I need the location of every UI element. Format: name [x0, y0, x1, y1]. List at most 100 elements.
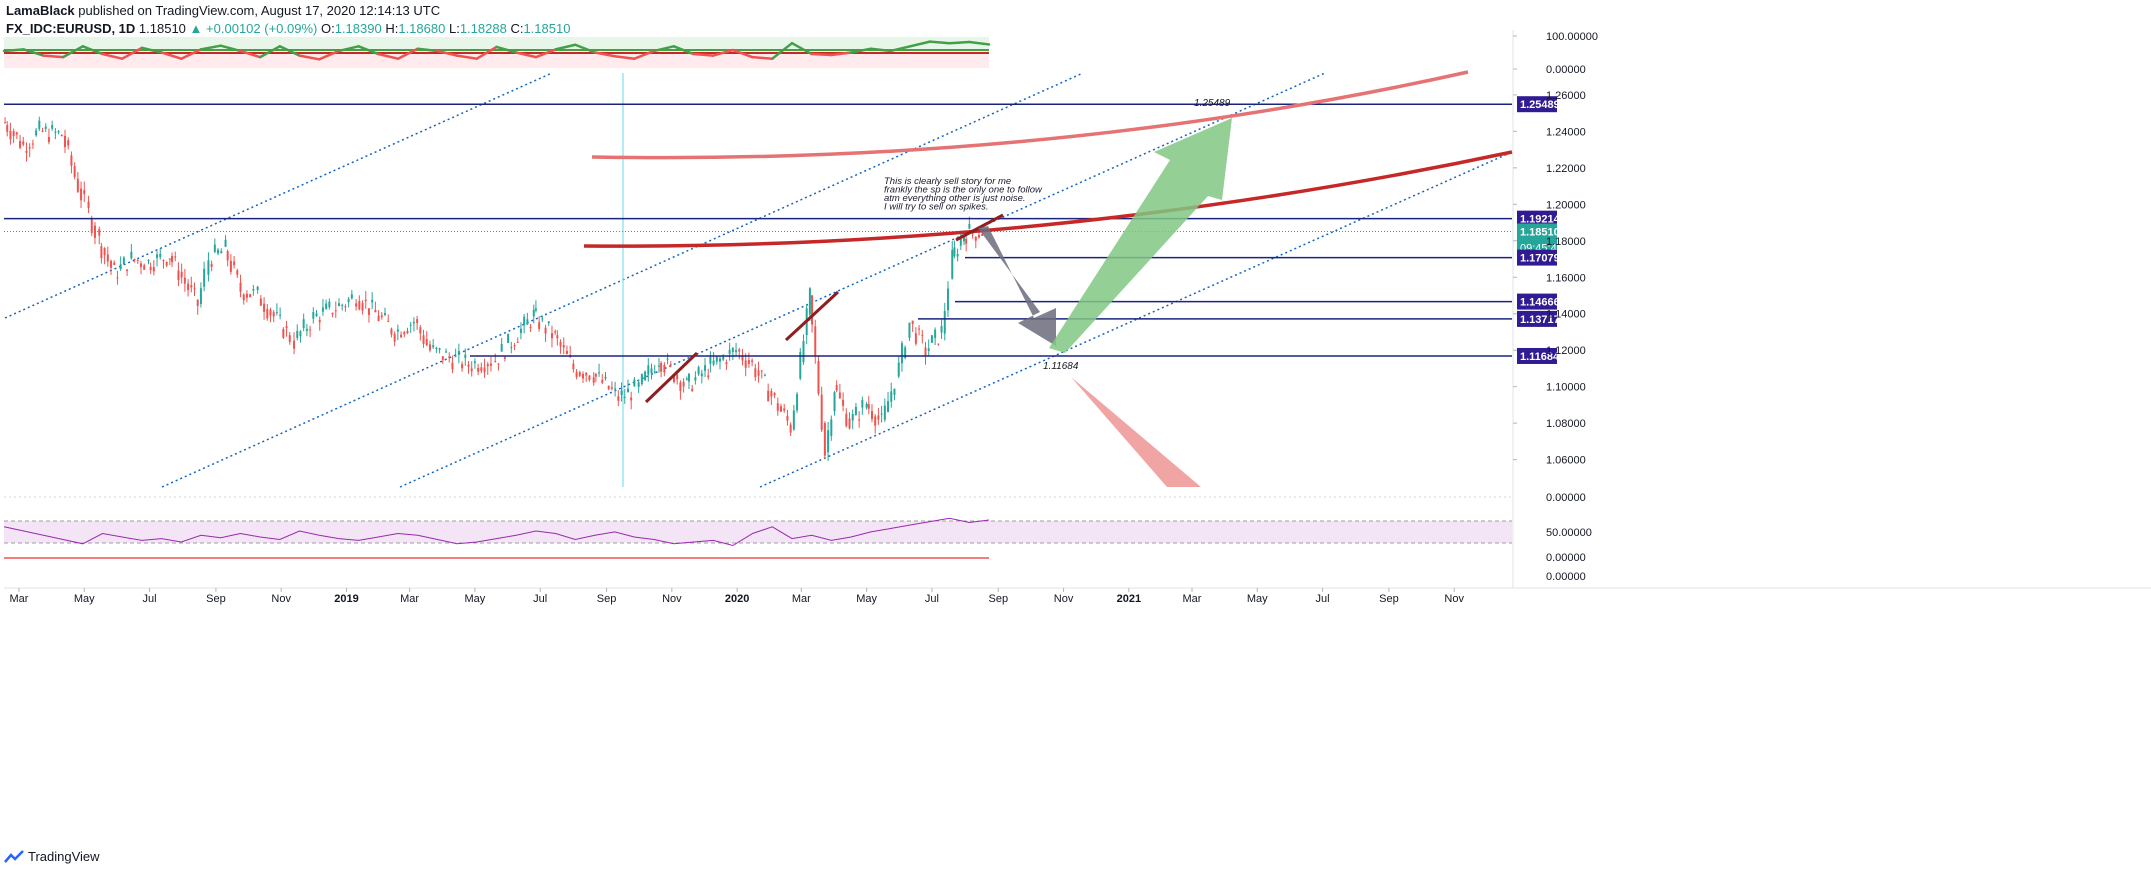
candle-body: [199, 288, 202, 305]
level-label-bg: [1517, 347, 1557, 364]
osc-segment: [101, 52, 124, 60]
osc-segment: [120, 46, 144, 60]
time-tick-label: Nov: [271, 593, 291, 605]
candle-body: [981, 234, 984, 236]
candle-body: [428, 344, 431, 351]
candle-body: [87, 201, 90, 209]
candle-body: [728, 349, 731, 355]
level-label-bg: [1517, 249, 1557, 266]
osc-segment: [869, 47, 892, 53]
candle-body: [503, 357, 506, 359]
candle-body: [500, 343, 503, 352]
candle-body: [438, 348, 441, 350]
candle-body: [361, 303, 364, 311]
candle-body: [103, 247, 106, 256]
candle-body: [374, 309, 377, 313]
candle-body: [35, 130, 38, 136]
price-tick-label: 1.22000: [1546, 163, 1586, 175]
candle-body: [344, 306, 347, 308]
candle-body: [937, 343, 940, 345]
candle-body: [497, 363, 500, 365]
osc-segment: [42, 54, 65, 59]
level-price-label: 1.13717: [1520, 314, 1560, 326]
candle-body: [660, 362, 663, 372]
candle-body: [704, 365, 707, 371]
symbol-label[interactable]: FX_IDC:EURUSD, 1D: [6, 21, 136, 36]
candle-body: [532, 309, 535, 317]
candle-body: [183, 277, 186, 284]
candle-body: [544, 327, 547, 334]
candle-body: [685, 378, 688, 380]
osc-segment: [948, 40, 971, 45]
candle-body: [80, 188, 83, 201]
candle-body: [592, 377, 595, 383]
candle-body: [851, 413, 854, 421]
candle-body: [341, 305, 344, 307]
osc-segment: [672, 45, 695, 56]
rsi-tick-label: 0.00000: [1546, 571, 1586, 583]
candle-body: [541, 318, 544, 320]
rsi-line: [3, 517, 990, 547]
rsi-tick-label: 50.00000: [1546, 527, 1592, 539]
candle-body: [519, 328, 522, 334]
osc-segment: [81, 45, 104, 56]
time-tick-label: Sep: [597, 593, 617, 605]
candle-body: [644, 371, 647, 381]
trend-segment: [784, 290, 840, 342]
time-tick-label: Mar: [792, 593, 811, 605]
candle-body: [76, 178, 79, 192]
candle-body: [70, 155, 73, 166]
candle-body: [526, 319, 529, 325]
candle-body: [776, 403, 779, 411]
brand[interactable]: TradingView: [4, 849, 100, 864]
candle-body: [538, 322, 541, 329]
level-price-label: 1.19214: [1520, 214, 1561, 226]
candle-body: [210, 263, 213, 268]
up-triangle-icon: ▲: [189, 21, 203, 36]
osc-segment: [889, 45, 912, 53]
annotation-note-line: frankly the sp is the only one to follow: [884, 185, 1043, 196]
candle-body: [658, 365, 661, 367]
candle-body: [473, 361, 476, 364]
candle-body: [731, 348, 734, 353]
candle-body: [441, 356, 444, 360]
candle-body: [275, 311, 278, 313]
candle-body: [196, 299, 199, 306]
candle-body: [364, 299, 367, 301]
last-price: 1.18510: [138, 21, 186, 36]
candle-body: [302, 319, 305, 329]
candle-body: [725, 362, 728, 365]
candle-body: [203, 268, 206, 287]
candle-body: [207, 260, 210, 275]
candle-body: [904, 347, 907, 358]
candle-body: [334, 310, 337, 312]
price-tick-label: 1.12000: [1546, 345, 1586, 357]
candle-body: [249, 294, 252, 298]
candle-body: [282, 329, 285, 338]
candle-body: [946, 288, 949, 311]
candle-body: [510, 347, 513, 349]
candle-body: [4, 122, 7, 124]
candle-body: [279, 314, 282, 316]
last-price-label-bg: [1517, 223, 1557, 240]
osc-segment: [61, 45, 85, 59]
candle-body: [305, 328, 308, 332]
osc-segment: [298, 54, 321, 61]
level-label-bg: [1517, 293, 1557, 310]
candle-body: [789, 424, 792, 433]
time-tick-label: 2020: [725, 593, 749, 605]
publisher-name[interactable]: LamaBlack: [6, 3, 75, 18]
candle-body: [927, 348, 930, 352]
osc-segment: [928, 40, 951, 45]
candle-body: [412, 321, 415, 324]
candle-body: [633, 379, 636, 387]
osc-upper-zone: [4, 37, 989, 53]
candle-body: [623, 396, 626, 398]
candle-body: [6, 125, 9, 132]
candle-body: [236, 270, 239, 275]
trend-segment: [644, 351, 699, 404]
candle-body: [783, 408, 786, 411]
candle-body: [390, 328, 393, 335]
candle-body: [626, 388, 629, 393]
